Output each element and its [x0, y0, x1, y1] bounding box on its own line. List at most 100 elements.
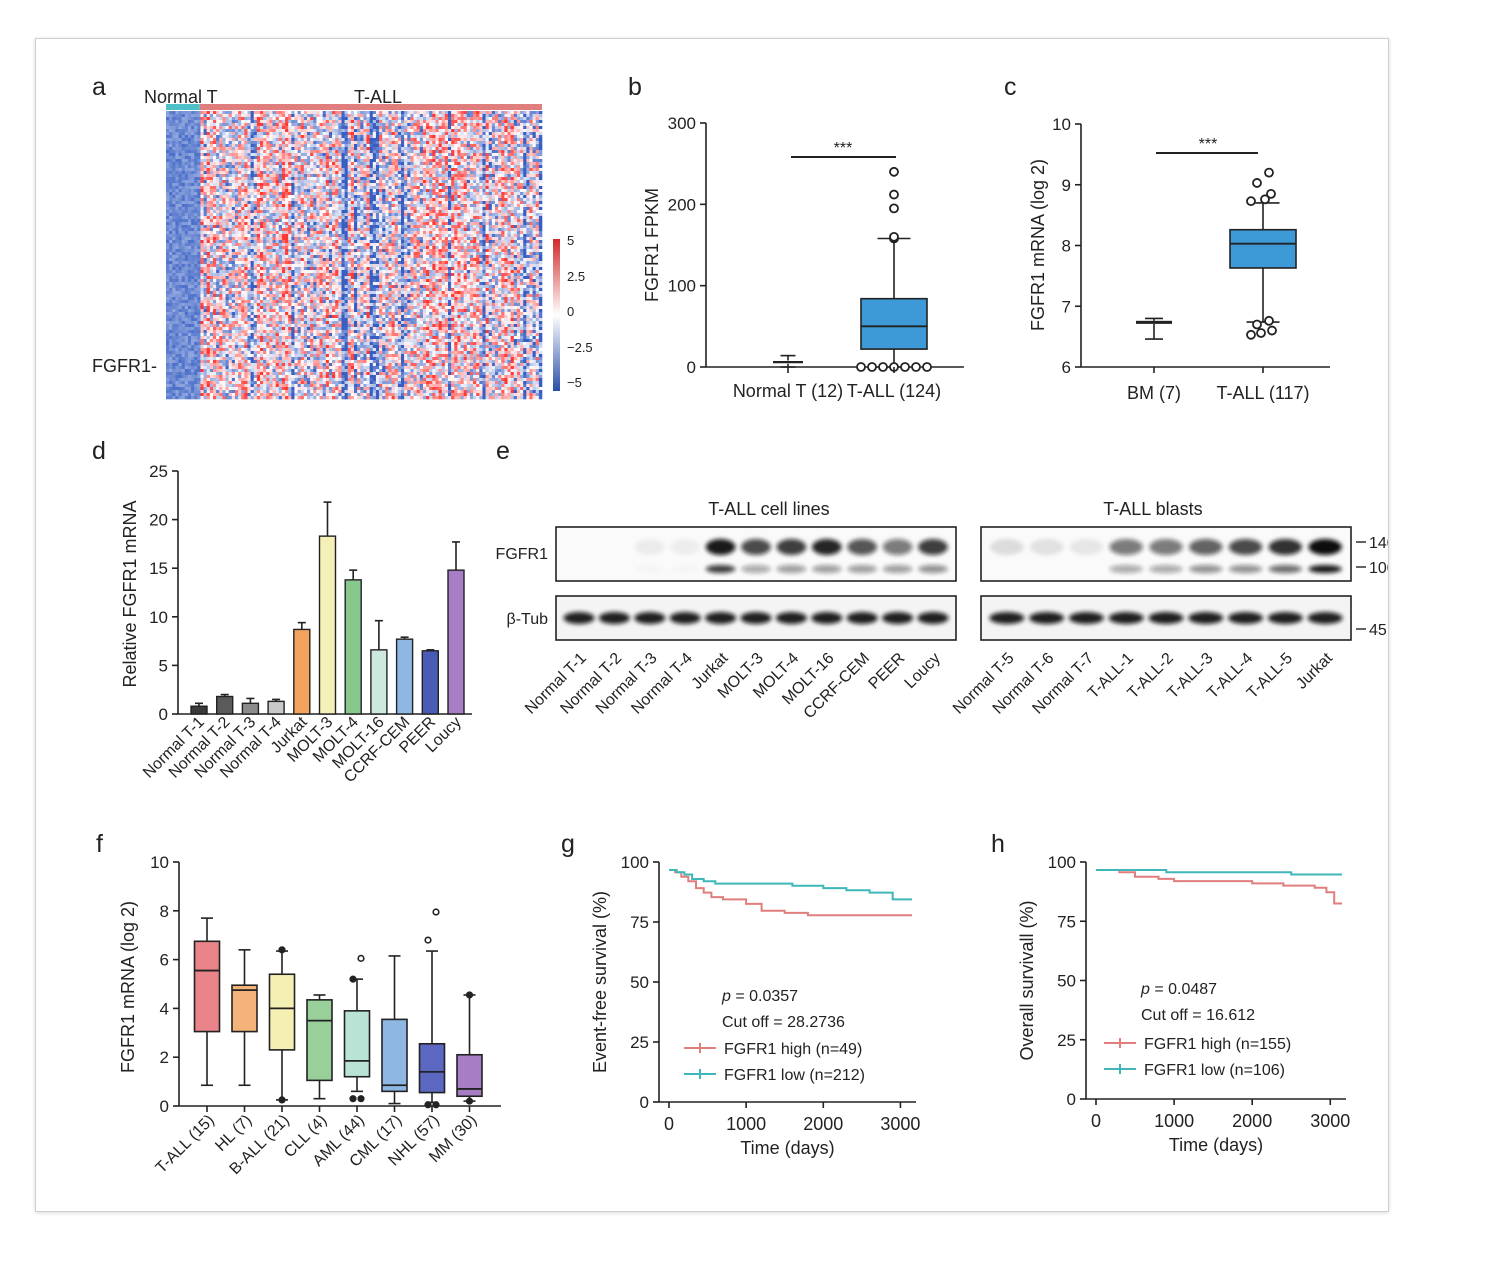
heatmap-cell [303, 159, 308, 163]
heatmap-cell [479, 207, 483, 211]
heatmap-cell [422, 150, 427, 154]
heatmap-cell [256, 135, 261, 139]
heatmap-cell [375, 213, 380, 217]
heatmap-cell [507, 210, 511, 214]
heatmap-cell [372, 213, 377, 217]
heatmap-cell [231, 192, 236, 196]
heatmap-cell [213, 222, 217, 226]
heatmap-cell [416, 225, 421, 229]
heatmap-cell [401, 114, 405, 118]
heatmap-cell [454, 180, 458, 184]
heatmap-cell [244, 234, 248, 238]
heatmap-cell [234, 144, 239, 148]
heatmap-cell [303, 225, 308, 229]
heatmap-cell [375, 234, 380, 238]
heatmap-cell [448, 114, 452, 118]
heatmap-cell [350, 144, 355, 148]
heatmap-cell [241, 222, 245, 226]
heatmap-cell [451, 129, 455, 133]
heatmap-cell [244, 132, 248, 136]
heatmap-cell [344, 150, 349, 154]
heatmap-cell [507, 231, 511, 235]
heatmap-cell [338, 114, 342, 118]
heatmap-cell [341, 219, 345, 223]
heatmap-cell [482, 153, 486, 157]
heatmap-cell [347, 186, 352, 190]
heatmap-cell [441, 219, 446, 223]
heatmap-cell [444, 204, 449, 208]
heatmap-cell [466, 189, 471, 193]
heatmap-cell [416, 114, 421, 118]
heatmap-cell [354, 213, 358, 217]
heatmap-cell [498, 210, 502, 214]
heatmap-cell [341, 201, 345, 205]
heatmap-cell [216, 204, 220, 208]
heatmap-cell [238, 195, 242, 199]
heatmap-cell [404, 231, 408, 235]
heatmap-cell [375, 192, 380, 196]
heatmap-cell [382, 159, 386, 163]
heatmap-cell [187, 117, 192, 121]
heatmap-cell [313, 225, 317, 229]
heatmap-cell [448, 189, 452, 193]
heatmap-cell [225, 198, 229, 202]
heatmap-cell [375, 168, 380, 172]
heatmap-cell [288, 171, 292, 175]
heatmap-cell [278, 126, 283, 130]
heatmap-cell [169, 165, 173, 169]
heatmap-cell [338, 207, 342, 211]
heatmap-cell [275, 171, 280, 175]
heatmap-cell [272, 135, 276, 139]
heatmap-cell [206, 123, 211, 127]
heatmap-cell [347, 189, 352, 193]
heatmap-cell [538, 162, 543, 166]
heatmap-cell [394, 132, 399, 136]
heatmap-cell [194, 225, 198, 229]
heatmap-cell [200, 171, 204, 175]
heatmap-cell [426, 174, 430, 178]
heatmap-cell [354, 195, 358, 199]
heatmap-cell [501, 210, 505, 214]
heatmap-cell [203, 141, 208, 145]
heatmap-cell [294, 165, 298, 169]
heatmap-cell [350, 216, 355, 220]
heatmap-cell [300, 183, 305, 187]
heatmap-cell [166, 186, 170, 190]
heatmap-cell [391, 204, 396, 208]
heatmap-cell [350, 222, 355, 226]
heatmap-cell [438, 120, 443, 124]
heatmap-cell [419, 150, 424, 154]
heatmap-cell [263, 162, 267, 166]
heatmap-cell [266, 219, 270, 223]
heatmap-cell [369, 132, 374, 136]
heatmap-cell [504, 177, 508, 181]
heatmap-cell [206, 210, 211, 214]
heatmap-cell [266, 117, 270, 121]
heatmap-cell [463, 183, 468, 187]
heatmap-cell [219, 135, 223, 139]
heatmap-cell [266, 123, 270, 127]
heatmap-cell [209, 144, 214, 148]
heatmap-cell [375, 207, 380, 211]
heatmap-cell [426, 138, 430, 142]
heatmap-cell [288, 198, 292, 202]
heatmap-cell [394, 144, 399, 148]
heatmap-cell [200, 162, 204, 166]
heatmap-cell [354, 171, 358, 175]
heatmap-cell [385, 156, 389, 160]
heatmap-cell [244, 159, 248, 163]
heatmap-cell [448, 204, 452, 208]
heatmap-cell [404, 162, 408, 166]
heatmap-cell [191, 156, 195, 160]
heatmap-cell [172, 213, 176, 217]
heatmap-cell [538, 210, 543, 214]
heatmap-cell [429, 117, 433, 121]
heatmap-cell [256, 222, 261, 226]
heatmap-cell [344, 135, 349, 139]
heatmap-cell [222, 159, 226, 163]
heatmap-cell [516, 207, 521, 211]
heatmap-cell [187, 138, 192, 142]
heatmap-cell [413, 219, 417, 223]
heatmap-cell [266, 132, 270, 136]
heatmap-cell [319, 234, 323, 238]
